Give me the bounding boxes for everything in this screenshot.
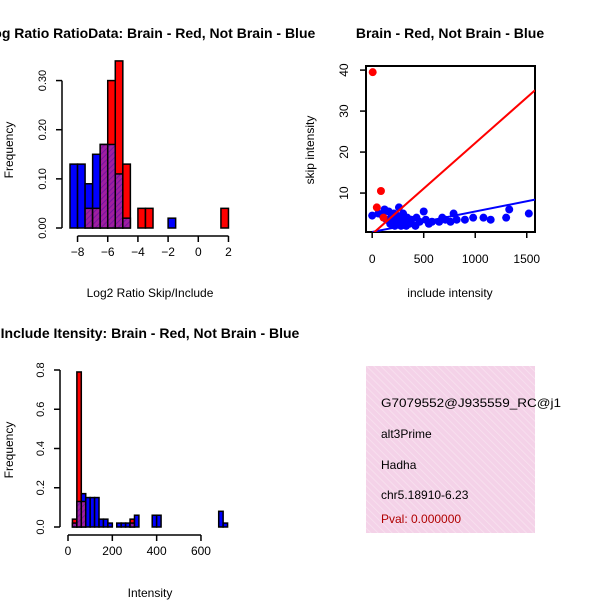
point-brain [379, 213, 388, 222]
bar-overlap [84, 207, 94, 229]
intensity-histogram-title: Include Itensity: Brain - Red, Not Brain… [1, 325, 300, 341]
y-tick-label: 0.8 [35, 362, 47, 377]
x-tick-label: −8 [71, 245, 85, 259]
scatter-title: Brain - Red, Not Brain - Blue [356, 25, 544, 41]
bar-brain [144, 207, 154, 229]
info-box [366, 366, 535, 533]
ratio-histogram-ylabel: Frequency [2, 122, 16, 179]
y-tick-label: 10 [337, 186, 351, 200]
x-tick-label: 0 [65, 544, 72, 558]
x-tick-label: −6 [101, 245, 115, 259]
info-pval: Pval: 0.000000 [381, 512, 461, 526]
point-not-brain [469, 213, 478, 222]
bar-not-brain [76, 163, 86, 229]
point-not-brain [460, 215, 469, 224]
point-not-brain [368, 211, 377, 220]
point-not-brain [502, 213, 511, 222]
ratio-histogram-xlabel: Log2 Ratio Skip/Include [87, 286, 214, 300]
point-not-brain [419, 207, 428, 216]
ratio-histogram-y-axis: 0.00 0.10 0.20 0.30 [37, 70, 63, 239]
scatter-y-axis: 10 20 30 40 [337, 63, 366, 200]
point-not-brain [479, 213, 488, 222]
y-tick-label: 0.6 [35, 402, 47, 417]
x-tick-label: −2 [161, 245, 175, 259]
ratio-histogram-panel: Log Ratio RatioData: Brain - Red, Not Br… [0, 25, 315, 300]
bar-overlap [99, 143, 109, 229]
info-location: chr5.18910-6.23 [381, 488, 469, 502]
intensity-histogram-bars [71, 371, 229, 528]
scatter-xlabel: include intensity [407, 286, 492, 300]
intensity-histogram-panel: Include Itensity: Brain - Red, Not Brain… [1, 325, 300, 600]
y-tick-label: 20 [337, 145, 351, 159]
x-tick-label: 400 [147, 544, 167, 558]
x-tick-label: 1500 [513, 252, 540, 266]
y-tick-label: 0.2 [35, 480, 47, 495]
info-panel: G7079552@J935559_RC@j1 alt3Prime Hadha c… [366, 366, 561, 533]
info-event-type: alt3Prime [381, 427, 432, 441]
info-event-id: G7079552@J935559_RC@j1 [381, 396, 561, 410]
scatter-x-axis: 0 500 1000 1500 [369, 232, 540, 266]
fit-line-not-brain [371, 198, 535, 232]
intensity-histogram-y-axis: 0.0 0.2 0.4 0.6 0.8 [35, 362, 61, 535]
x-tick-label: 0 [369, 252, 376, 266]
point-not-brain [524, 209, 533, 218]
x-tick-label: 200 [102, 544, 122, 558]
y-tick-label: 0.0 [35, 519, 47, 534]
bar-brain [220, 207, 230, 229]
point-brain [376, 187, 385, 196]
bar-not-brain [93, 496, 100, 528]
point-not-brain [452, 215, 461, 224]
bar-brain [137, 207, 147, 229]
bar-not-brain [222, 522, 229, 528]
x-tick-label: 500 [414, 252, 434, 266]
intensity-histogram-xlabel: Intensity [128, 586, 173, 600]
bar-not-brain [133, 514, 140, 528]
ratio-histogram-title: Log Ratio RatioData: Brain - Red, Not Br… [0, 25, 315, 41]
point-not-brain [446, 217, 455, 226]
x-tick-label: 0 [195, 245, 202, 259]
fit-line-brain [372, 89, 535, 232]
y-tick-label: 30 [337, 104, 351, 118]
y-tick-label: 0.4 [35, 441, 47, 456]
x-tick-label: −4 [131, 245, 145, 259]
bar-not-brain [155, 514, 162, 528]
scatter-frame [365, 65, 536, 233]
bar-overlap [114, 173, 124, 229]
ratio-histogram-bars [69, 60, 230, 229]
bar-not-brain [107, 522, 114, 528]
scatter-panel: Brain - Red, Not Brain - Blue 0 500 1000 15… [303, 25, 544, 300]
info-gene: Hadha [381, 458, 417, 472]
point-not-brain [486, 215, 495, 224]
y-tick-label: 40 [337, 63, 351, 77]
bar-overlap [122, 217, 132, 229]
y-tick-label: 0.30 [37, 70, 49, 91]
intensity-histogram-x-axis: 0 200 400 600 [65, 534, 211, 558]
bar-not-brain [217, 510, 224, 528]
bar-not-brain [167, 217, 177, 229]
scatter-points [368, 68, 535, 232]
x-tick-label: 600 [191, 544, 211, 558]
point-not-brain [505, 205, 514, 214]
scatter-ylabel: skip intensity [303, 116, 317, 185]
y-tick-label: 0.10 [37, 168, 49, 189]
bar-overlap [106, 143, 117, 229]
intensity-histogram-ylabel: Frequency [2, 422, 16, 479]
bar-overlap [91, 207, 101, 229]
x-tick-label: 1000 [462, 252, 489, 266]
x-tick-label: 2 [225, 245, 232, 259]
point-brain [372, 203, 381, 212]
point-brain [368, 68, 377, 77]
y-tick-label: 0.20 [37, 119, 49, 140]
bar-not-brain [69, 163, 79, 229]
y-tick-label: 0.00 [37, 217, 49, 238]
ratio-histogram-x-axis: −8 −6 −4 −2 0 2 [71, 235, 232, 259]
